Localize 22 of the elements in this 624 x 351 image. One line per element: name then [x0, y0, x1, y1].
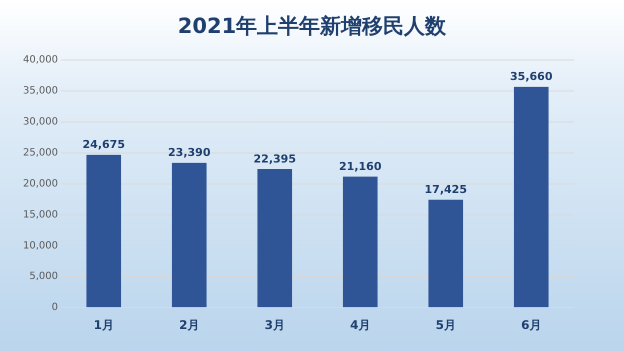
- y-tick-label: 40,000: [22, 54, 58, 66]
- x-tick-label: 4月: [350, 318, 370, 332]
- data-label: 22,395: [254, 152, 296, 166]
- data-label: 21,160: [339, 160, 382, 173]
- y-tick-label: 15,000: [22, 209, 58, 220]
- y-tick-label: 35,000: [22, 86, 58, 97]
- y-tick-label: 20,000: [22, 178, 58, 190]
- y-tick-label: 25,000: [22, 147, 58, 158]
- chart-title: 2021年上半年新增移民人数: [176, 13, 448, 40]
- y-tick-label: 0: [52, 302, 58, 314]
- x-tick-label: 3月: [264, 318, 285, 332]
- data-label: 17,425: [424, 183, 467, 196]
- y-tick-label: 10,000: [22, 240, 58, 252]
- x-tick-label: 2月: [179, 318, 200, 332]
- x-tick-label: 6月: [521, 318, 542, 332]
- x-tick-label: 1月: [94, 318, 114, 332]
- x-tick-label: 5月: [436, 318, 456, 332]
- y-tick-label: 5,000: [29, 271, 58, 282]
- y-tick-label: 30,000: [22, 116, 58, 128]
- data-label: 35,660: [510, 70, 553, 84]
- data-label: 23,390: [168, 146, 211, 160]
- data-label: 24,675: [82, 138, 125, 152]
